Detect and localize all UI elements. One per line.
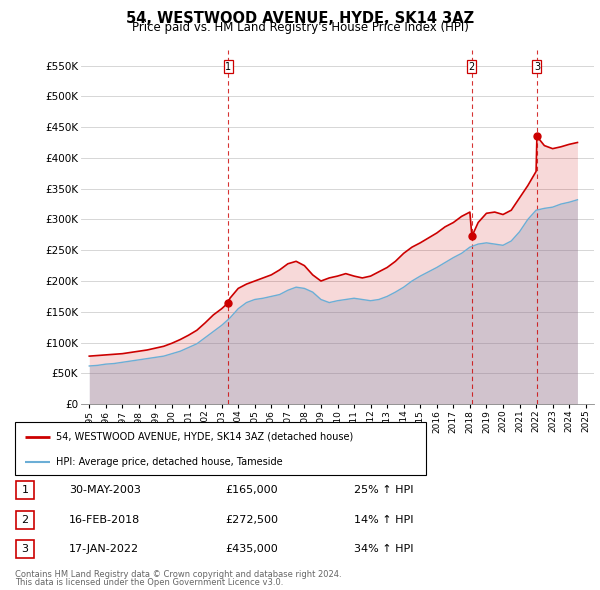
Text: 54, WESTWOOD AVENUE, HYDE, SK14 3AZ (detached house): 54, WESTWOOD AVENUE, HYDE, SK14 3AZ (det… bbox=[56, 432, 353, 442]
Text: 3: 3 bbox=[534, 62, 540, 72]
Text: 34% ↑ HPI: 34% ↑ HPI bbox=[354, 545, 413, 554]
Text: 30-MAY-2003: 30-MAY-2003 bbox=[69, 486, 141, 495]
Text: This data is licensed under the Open Government Licence v3.0.: This data is licensed under the Open Gov… bbox=[15, 578, 283, 587]
Text: 54, WESTWOOD AVENUE, HYDE, SK14 3AZ: 54, WESTWOOD AVENUE, HYDE, SK14 3AZ bbox=[126, 11, 474, 25]
Text: 2: 2 bbox=[469, 62, 475, 72]
Text: Contains HM Land Registry data © Crown copyright and database right 2024.: Contains HM Land Registry data © Crown c… bbox=[15, 570, 341, 579]
Text: 2: 2 bbox=[22, 515, 28, 525]
Text: £435,000: £435,000 bbox=[225, 545, 278, 554]
Text: £272,500: £272,500 bbox=[225, 515, 278, 525]
Text: HPI: Average price, detached house, Tameside: HPI: Average price, detached house, Tame… bbox=[56, 457, 283, 467]
FancyBboxPatch shape bbox=[16, 481, 34, 499]
Text: Price paid vs. HM Land Registry's House Price Index (HPI): Price paid vs. HM Land Registry's House … bbox=[131, 21, 469, 34]
Text: 1: 1 bbox=[226, 62, 232, 72]
Text: £165,000: £165,000 bbox=[225, 486, 278, 495]
Text: 3: 3 bbox=[22, 545, 28, 554]
Text: 25% ↑ HPI: 25% ↑ HPI bbox=[354, 486, 413, 495]
FancyBboxPatch shape bbox=[15, 422, 426, 475]
Text: 1: 1 bbox=[22, 486, 28, 495]
Text: 17-JAN-2022: 17-JAN-2022 bbox=[69, 545, 139, 554]
Text: 16-FEB-2018: 16-FEB-2018 bbox=[69, 515, 140, 525]
Text: 14% ↑ HPI: 14% ↑ HPI bbox=[354, 515, 413, 525]
FancyBboxPatch shape bbox=[16, 511, 34, 529]
FancyBboxPatch shape bbox=[16, 540, 34, 558]
